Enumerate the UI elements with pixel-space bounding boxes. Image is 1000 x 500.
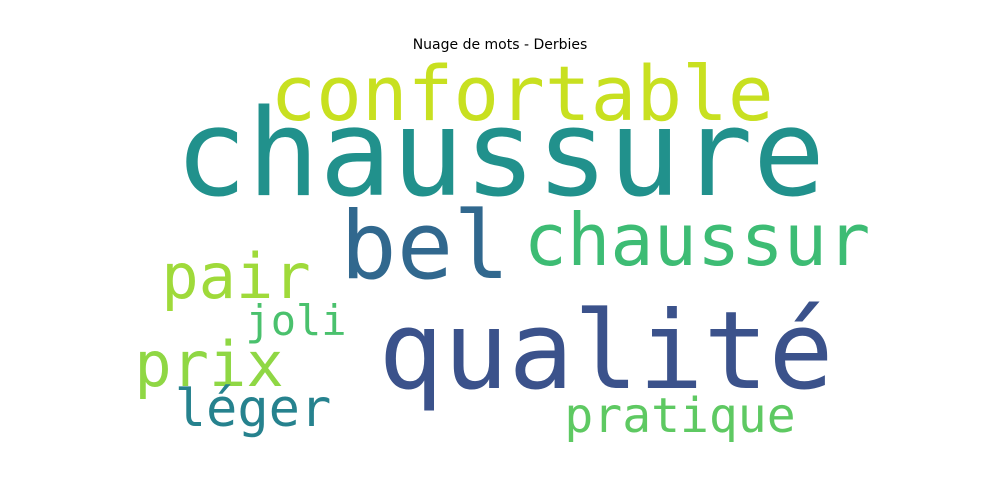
word-0: chaussure: [175, 85, 825, 224]
chart-title: Nuage de mots - Derbies: [412, 37, 588, 53]
word-1: qualité: [378, 289, 833, 414]
word-6: prix: [134, 328, 283, 401]
word-4: chaussur: [524, 198, 871, 282]
word-2: bel: [340, 192, 510, 301]
word-5: pair: [161, 240, 310, 313]
word-9: joli: [245, 296, 346, 345]
word-8: pratique: [564, 388, 795, 444]
word-7: léger: [175, 379, 332, 439]
word-3: confortable: [270, 49, 773, 138]
